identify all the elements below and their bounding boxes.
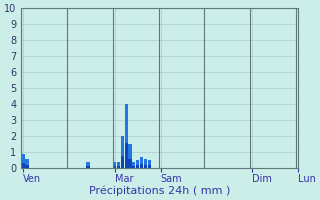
- Bar: [21, 154, 25, 168]
- Bar: [136, 160, 139, 165]
- Bar: [124, 104, 128, 143]
- Bar: [128, 144, 132, 159]
- Bar: [148, 160, 151, 168]
- Bar: [136, 160, 139, 168]
- Bar: [86, 162, 90, 168]
- Bar: [121, 136, 124, 168]
- Bar: [117, 162, 120, 168]
- Bar: [148, 160, 151, 165]
- X-axis label: Précipitations 24h ( mm ): Précipitations 24h ( mm ): [89, 185, 230, 196]
- Bar: [124, 104, 128, 168]
- Bar: [132, 162, 135, 168]
- Bar: [113, 162, 116, 166]
- Bar: [132, 162, 135, 166]
- Bar: [121, 136, 124, 156]
- Bar: [25, 159, 28, 168]
- Bar: [86, 162, 90, 166]
- Bar: [25, 159, 28, 165]
- Bar: [140, 157, 143, 168]
- Bar: [21, 154, 25, 163]
- Bar: [128, 144, 132, 168]
- Bar: [117, 162, 120, 166]
- Bar: [113, 162, 116, 168]
- Bar: [144, 159, 147, 165]
- Bar: [140, 157, 143, 164]
- Bar: [144, 159, 147, 168]
